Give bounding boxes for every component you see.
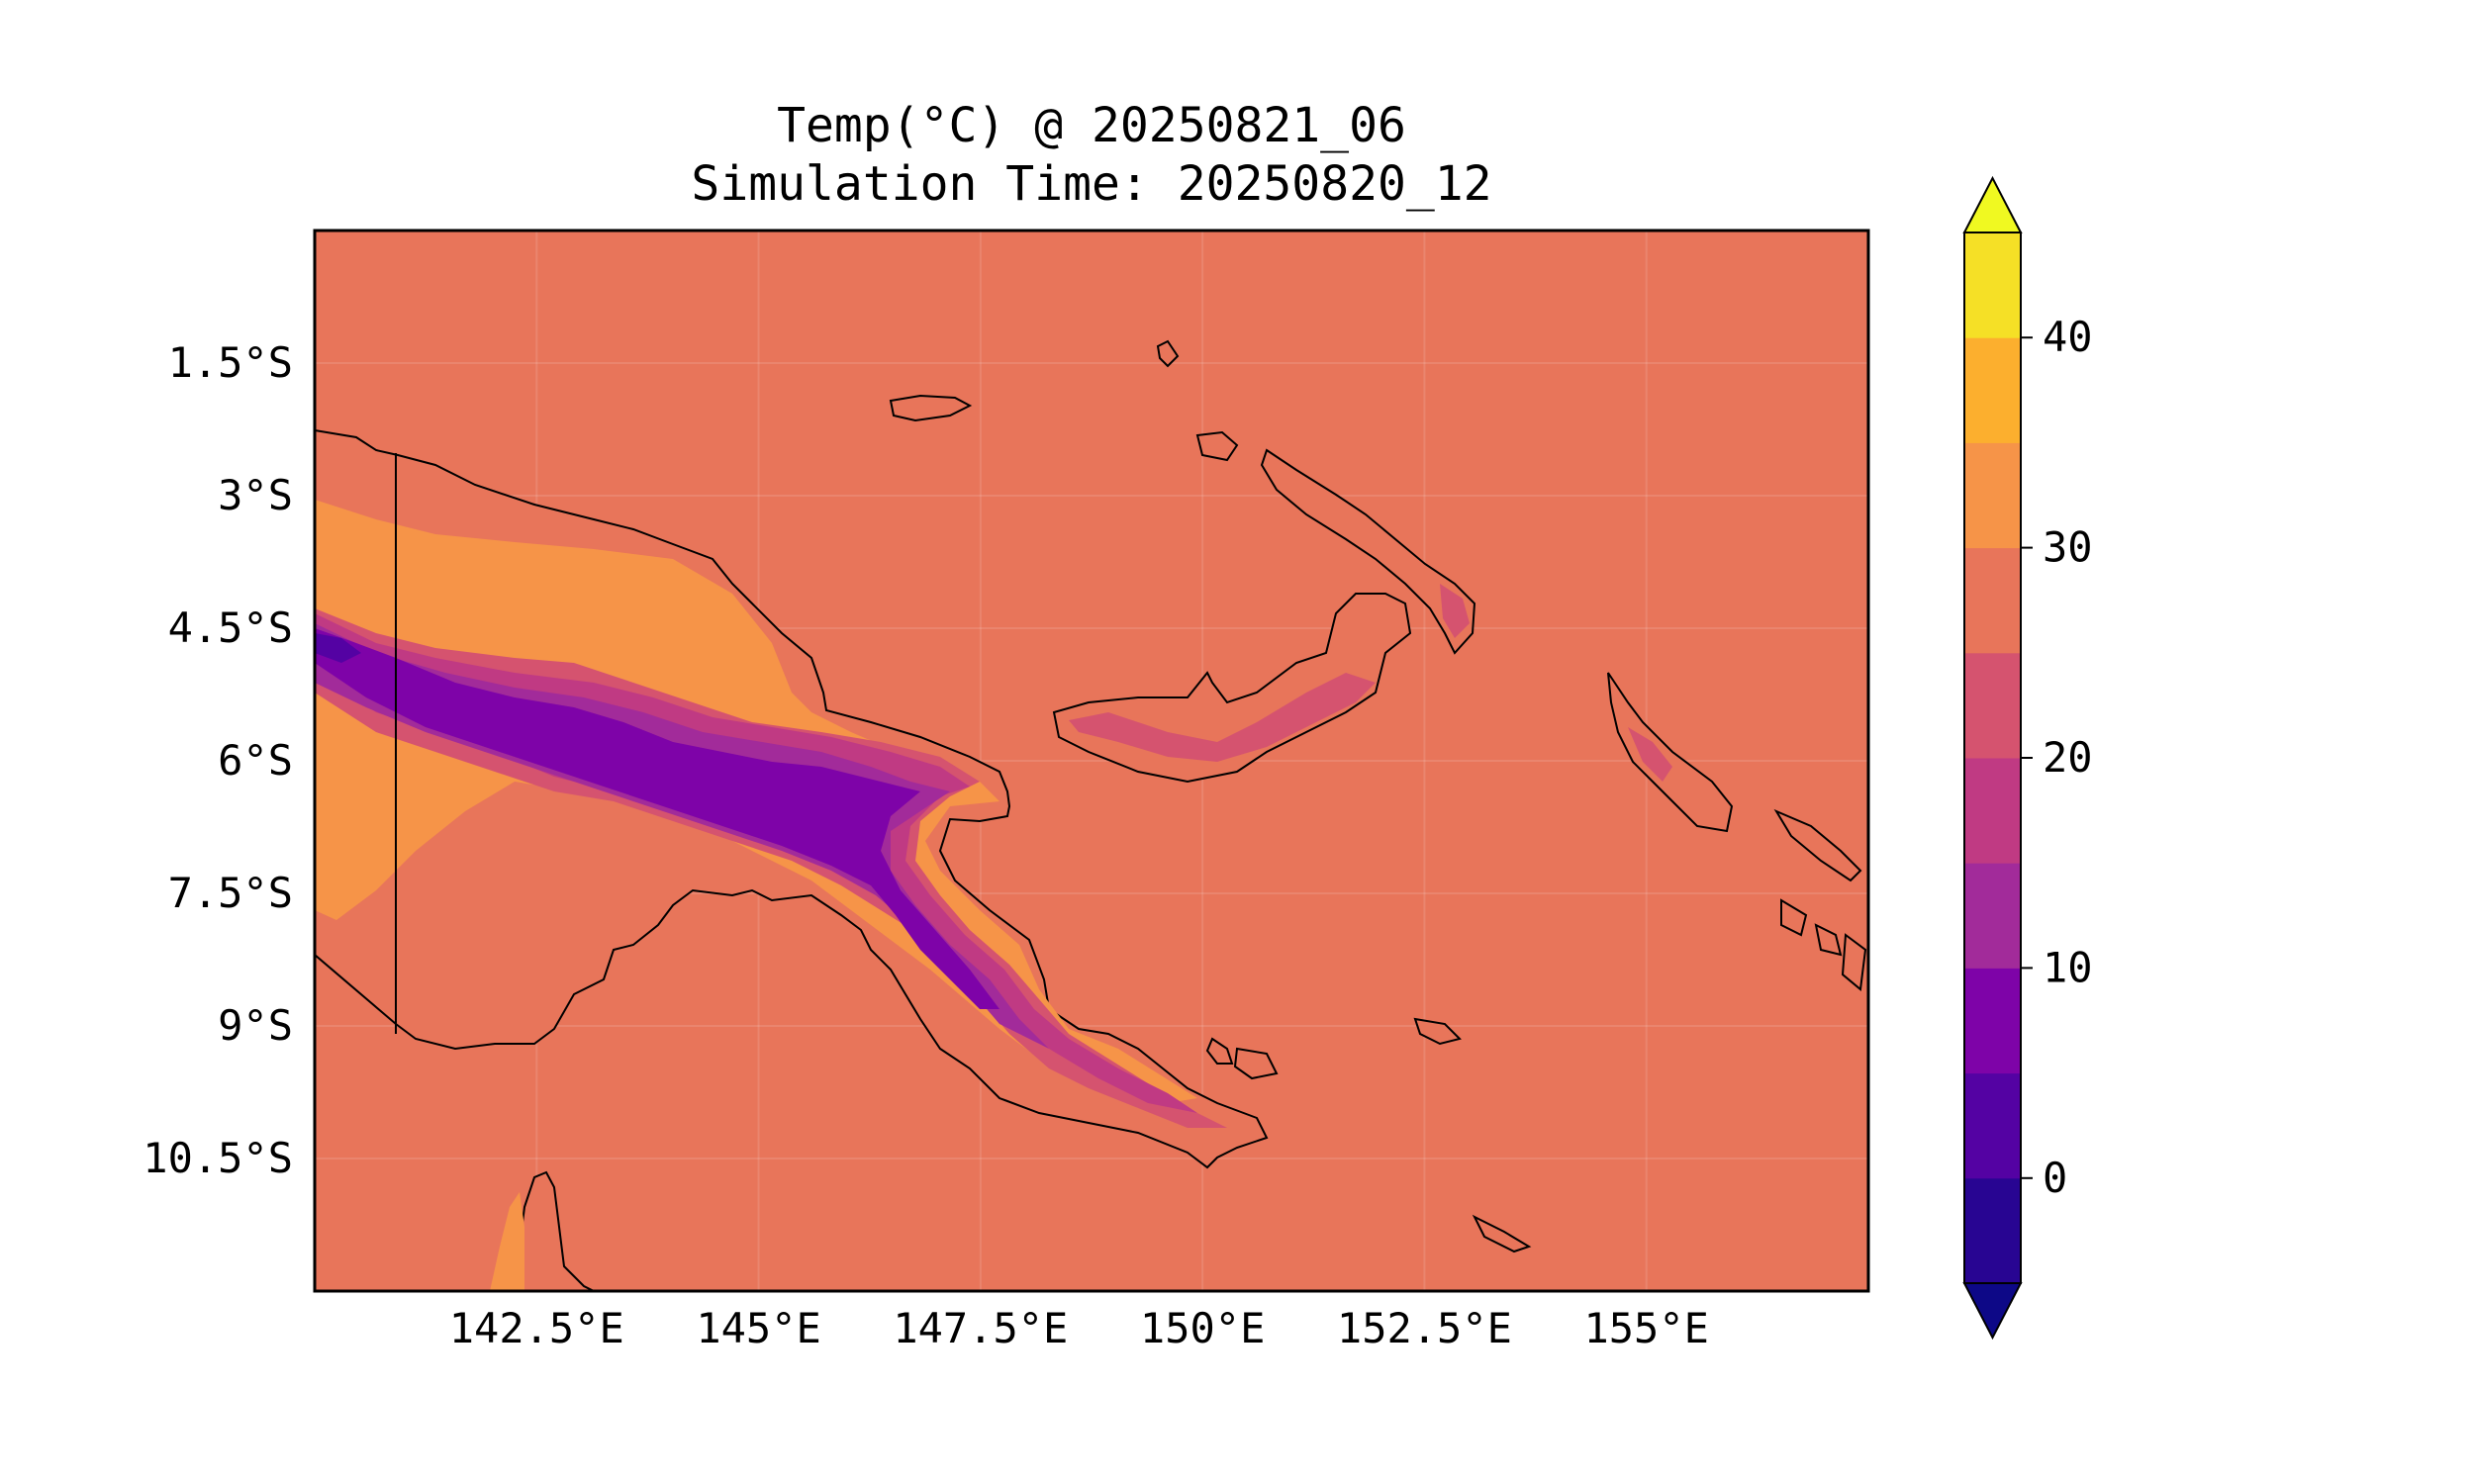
colorbar-extend-min-arrow — [1962, 1282, 2023, 1341]
colorbar-tick: 30 — [2021, 523, 2093, 572]
colorbar: 0 10 20 30 40 — [1962, 175, 2093, 1341]
latitude-tick-label: 1.5°S — [168, 338, 293, 387]
colorbar-tick: 20 — [2021, 733, 2093, 782]
land-new-hanover — [1195, 430, 1239, 462]
colorbar-tick: 0 — [2021, 1154, 2067, 1202]
colorbar-bin — [1964, 863, 2021, 969]
map-panel — [315, 231, 1868, 1291]
colorbar-tick: 10 — [2021, 943, 2093, 991]
colorbar-bin — [1964, 337, 2021, 443]
land-woodlark — [1413, 1017, 1462, 1046]
latitude-tick-label: 4.5°S — [168, 603, 293, 652]
colorbar-bin — [1964, 1072, 2021, 1179]
svg-text:10.5°S: 10.5°S — [143, 1134, 293, 1182]
svg-text:20: 20 — [2043, 733, 2093, 782]
longitude-tick-label: 152.5°E — [1337, 1304, 1512, 1352]
land-new-ireland — [1260, 448, 1476, 655]
colorbar-bin — [1964, 547, 2021, 654]
land-solomon-2 — [1780, 898, 1808, 937]
svg-text:145°E: 145°E — [696, 1304, 820, 1352]
svg-text:40: 40 — [2043, 313, 2093, 361]
longitude-tick-label: 142.5°E — [449, 1304, 624, 1352]
colorbar-bin — [1964, 758, 2021, 864]
contour-ni-20-25 — [1440, 584, 1470, 638]
latitude-tick-label: 7.5°S — [168, 869, 293, 917]
contour-bv-20-25 — [1628, 727, 1672, 782]
colorbar-bin — [1964, 652, 2021, 759]
colorbar-bin — [1964, 968, 2021, 1074]
contour-nb-20-25 — [1069, 673, 1376, 762]
longitude-tick-label: 147.5°E — [893, 1304, 1068, 1352]
land-bougainville — [1607, 672, 1734, 833]
svg-text:1.5°S: 1.5°S — [168, 338, 293, 387]
land-dentrecasteaux — [1205, 1037, 1279, 1080]
land-rossel — [1472, 1214, 1532, 1253]
map-title-line1: Temp(°C) @ 20250821_06 — [777, 98, 1406, 153]
latitude-tick-label: 6°S — [218, 736, 293, 785]
contour-0-5-band — [315, 633, 361, 663]
latitude-tick-label: 9°S — [218, 1001, 293, 1050]
svg-text:7.5°S: 7.5°S — [168, 869, 293, 917]
svg-text:30: 30 — [2043, 523, 2093, 572]
colorbar-bin — [1964, 442, 2021, 549]
contour-5-10-band — [315, 628, 999, 1009]
longitude-tick-label: 145°E — [696, 1304, 820, 1352]
land-solomon-1 — [1773, 808, 1862, 882]
map-title-line2: Simulation Time: 20250820_12 — [691, 156, 1492, 212]
svg-text:150°E: 150°E — [1140, 1304, 1265, 1352]
land-mussau — [1156, 339, 1180, 368]
svg-text:142.5°E: 142.5°E — [449, 1304, 624, 1352]
land-manus — [889, 394, 973, 422]
svg-text:3°S: 3°S — [218, 471, 293, 519]
map-frame — [313, 229, 1870, 1293]
svg-text:9°S: 9°S — [218, 1001, 293, 1050]
svg-text:6°S: 6°S — [218, 736, 293, 785]
latitude-axis: 1.5°S 3°S 4.5°S 6°S 7.5°S 9°S 10.5°S — [143, 338, 293, 1182]
longitude-tick-label: 150°E — [1140, 1304, 1265, 1352]
longitude-tick-label: 155°E — [1583, 1304, 1708, 1352]
contour-cape-york-25-30 — [490, 1192, 524, 1291]
latitude-tick-label: 3°S — [218, 471, 293, 519]
svg-text:4.5°S: 4.5°S — [168, 603, 293, 652]
colorbar-bin — [1964, 232, 2021, 338]
latitude-tick-label: 10.5°S — [143, 1134, 293, 1182]
land-solomon-3 — [1814, 923, 1843, 957]
svg-text:10: 10 — [2043, 943, 2093, 991]
temperature-field — [315, 339, 1867, 1291]
longitude-axis: 142.5°E 145°E 147.5°E 150°E 152.5°E 155°E — [449, 1304, 1709, 1352]
colorbar-extend-max-arrow — [1962, 175, 2023, 233]
svg-text:155°E: 155°E — [1583, 1304, 1708, 1352]
svg-text:152.5°E: 152.5°E — [1337, 1304, 1512, 1352]
colorbar-bin — [1964, 1177, 2021, 1284]
colorbar-tick: 40 — [2021, 313, 2093, 361]
svg-text:147.5°E: 147.5°E — [893, 1304, 1068, 1352]
land-solomon-4 — [1841, 933, 1867, 991]
svg-text:0: 0 — [2043, 1154, 2067, 1202]
